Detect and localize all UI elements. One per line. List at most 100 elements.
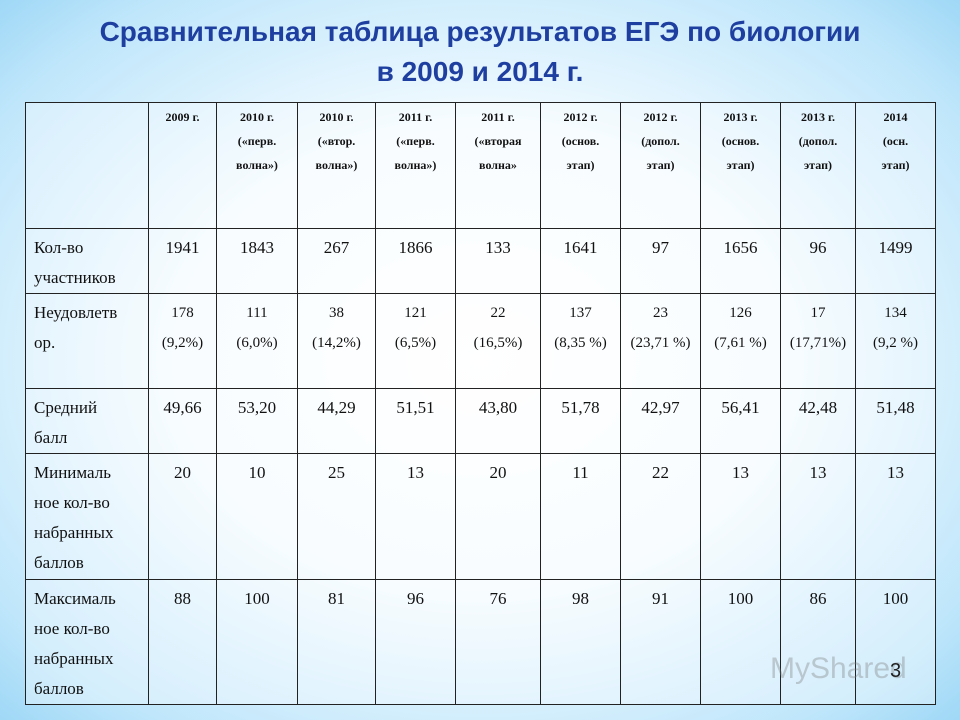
value-cell: 88: [148, 579, 217, 705]
label-text: ное кол-во: [34, 493, 110, 512]
cell-text: (16,5%): [473, 335, 523, 351]
value-cell: 42,97: [620, 388, 701, 454]
header-text: этап): [646, 158, 675, 172]
value-cell: 81: [297, 579, 376, 705]
header-text: 2012 г.: [643, 110, 678, 124]
data-row: Кол-во участников 1941 1843 267 1866 133 1641 97…: [25, 228, 936, 294]
header-text: этап): [804, 158, 832, 172]
header-text: этап): [566, 158, 595, 172]
cell-text: 56,41: [721, 398, 760, 417]
label-text: баллов: [34, 679, 84, 698]
row-label: Минималь ное кол-во набранных баллов: [25, 453, 149, 580]
cell-text: 22: [652, 463, 669, 482]
cell-text: 53,20: [237, 398, 277, 417]
cell-text: 137: [569, 305, 592, 321]
data-row: Неудовлетв ор. 178 (9,2%) 111 (6,0%) 38 (14,2%)…: [25, 293, 936, 389]
value-cell: 13: [855, 453, 936, 580]
cell-text: 42,97: [641, 398, 680, 417]
header-cell: 2013 г. (допол. этап): [780, 102, 856, 229]
value-cell: 51,78: [540, 388, 621, 454]
row-label: Кол-во участников: [25, 228, 149, 294]
cell-text: 1866: [398, 238, 433, 257]
header-text: 2011 г.: [481, 110, 515, 124]
value-cell: 51,48: [855, 388, 936, 454]
value-cell: 22 (16,5%): [455, 293, 541, 389]
data-row: Минималь ное кол-во набранных баллов 20 10 25 1…: [25, 453, 936, 580]
header-text: 2013 г.: [800, 110, 836, 124]
value-cell: 134 (9,2 %): [855, 293, 936, 389]
value-cell: 10: [216, 453, 298, 580]
header-cell: 2010 г. («втор. волна»): [297, 102, 376, 229]
value-cell: 20: [148, 453, 217, 580]
header-cell: 2011 г. («вторая волна»: [455, 102, 541, 229]
header-text: («втор.: [317, 134, 356, 148]
cell-text: 51,51: [396, 398, 435, 417]
value-cell: 121 (6,5%): [375, 293, 456, 389]
header-text: («перв.: [237, 134, 277, 148]
data-row: Максималь ное кол-во набранных баллов 88 100 8…: [25, 579, 936, 705]
header-cell: 2010 г. («перв. волна»): [216, 102, 298, 229]
value-cell: 1656: [700, 228, 781, 294]
cell-text: 51,78: [561, 398, 600, 417]
value-cell: 49,66: [148, 388, 217, 454]
cell-text: (9,2 %): [873, 335, 918, 351]
header-text: 2011 г.: [398, 110, 433, 124]
value-cell: 38 (14,2%): [297, 293, 376, 389]
cell-text: 1499: [878, 238, 913, 257]
value-cell: 97: [620, 228, 701, 294]
value-cell: 13: [700, 453, 781, 580]
page-number: 3: [890, 660, 902, 682]
cell-text: 25: [328, 463, 345, 482]
cell-text: 20: [174, 463, 191, 482]
cell-text: (6,0%): [236, 335, 278, 351]
label-text: набранных: [34, 523, 114, 542]
value-cell: 1843: [216, 228, 298, 294]
title-line: в 2009 и 2014 г.: [376, 56, 584, 87]
header-text: (допол.: [798, 134, 838, 148]
value-cell: 267: [297, 228, 376, 294]
cell-text: 13: [732, 463, 749, 482]
data-row: Средний балл 49,66 53,20 44,29 51,51 43,80 51,7…: [25, 388, 936, 454]
cell-text: 96: [407, 589, 424, 608]
value-cell: 98: [540, 579, 621, 705]
cell-text: 43,80: [478, 398, 518, 417]
label-text: балл: [34, 428, 68, 447]
header-text: («вторая: [474, 134, 522, 148]
cell-text: (17,71%): [789, 335, 847, 351]
label-text: баллов: [34, 553, 84, 572]
value-cell: 42,48: [780, 388, 856, 454]
header-cell: 2012 г. (основ. этап): [540, 102, 621, 229]
value-cell: 178 (9,2%): [148, 293, 217, 389]
value-cell: 22: [620, 453, 701, 580]
cell-text: 1641: [563, 238, 598, 257]
value-cell: 137 (8,35 %): [540, 293, 621, 389]
cell-text: 1843: [240, 238, 274, 257]
cell-text: (6,5%): [394, 335, 437, 351]
cell-text: 22: [490, 305, 506, 321]
cell-text: 42,48: [798, 398, 838, 417]
header-cell: 2009 г.: [148, 102, 217, 229]
value-cell: 133: [455, 228, 541, 294]
cell-text: 13: [809, 463, 827, 482]
value-cell: 100: [700, 579, 781, 705]
cell-text: 96: [809, 238, 827, 257]
label-text: ор.: [34, 333, 56, 352]
header-text: 2009 г.: [165, 110, 200, 124]
value-cell: 100: [216, 579, 298, 705]
value-cell: 51,51: [375, 388, 456, 454]
header-text: 2012 г.: [563, 110, 598, 124]
header-text: (осн.: [882, 134, 909, 148]
title: Сравнительная таблица результатов ЕГЭ по…: [0, 12, 960, 92]
cell-text: 1656: [723, 238, 758, 257]
value-cell: 17 (17,71%): [780, 293, 856, 389]
cell-text: 88: [174, 589, 191, 608]
cell-text: 178: [171, 305, 194, 321]
cell-text: 51,48: [876, 398, 915, 417]
cell-text: 100: [727, 589, 754, 608]
header-text: волна»: [479, 158, 517, 172]
header-text: волна»): [315, 158, 358, 172]
label-text: набранных: [34, 649, 114, 668]
label-text: Максималь: [34, 589, 116, 608]
header-text: 2013 г.: [723, 110, 758, 124]
